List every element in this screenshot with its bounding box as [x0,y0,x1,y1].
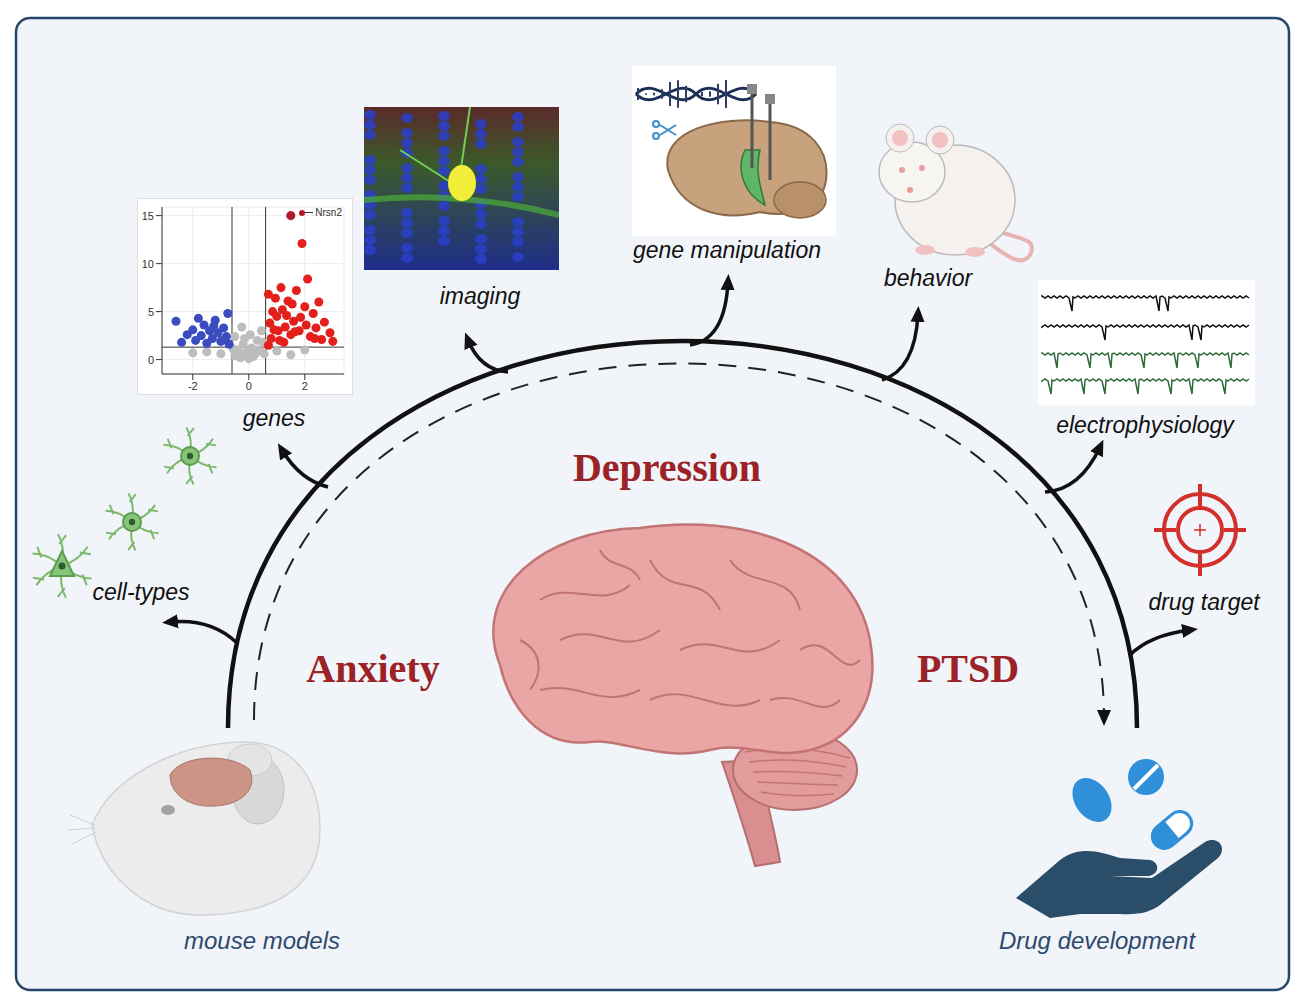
svg-text:electrophysiology: electrophysiology [1056,412,1235,438]
svg-text:Anxiety: Anxiety [306,646,439,691]
svg-text:0: 0 [246,380,252,392]
svg-text:5: 5 [148,306,154,318]
svg-text:Drug development: Drug development [999,927,1196,954]
svg-text:10: 10 [142,258,154,270]
svg-text:imaging: imaging [440,283,521,309]
svg-text:0: 0 [148,354,154,366]
svg-text:gene manipulation: gene manipulation [633,237,821,263]
svg-text:drug target: drug target [1148,589,1261,615]
svg-text:-2: -2 [188,380,198,392]
svg-text:behavior: behavior [884,265,974,291]
svg-text:genes: genes [243,405,306,431]
svg-text:cell-types: cell-types [92,579,190,605]
svg-text:PTSD: PTSD [917,646,1019,691]
html-text:Nrsn2: Nrsn2 [315,207,342,218]
svg-text:15: 15 [142,210,154,222]
svg-text:Depression: Depression [573,445,761,490]
svg-text:2: 2 [302,380,308,392]
svg-text:mouse models: mouse models [184,927,340,954]
